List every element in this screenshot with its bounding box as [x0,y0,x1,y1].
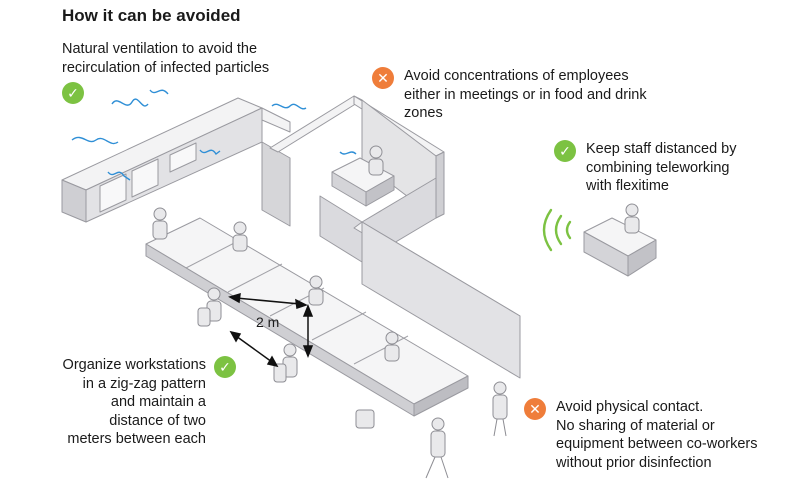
window [131,158,159,198]
note-line: combining teleworking [586,159,730,176]
meeting-table-side [365,175,395,207]
person-icon [368,145,384,176]
note-line: meters between each [67,431,206,447]
note-line: zones [404,105,443,121]
note-line: distance of two [109,412,206,429]
side-wall [261,141,291,227]
note-telework: Keep staff distanced by combining telewo… [586,140,736,196]
person-icon [232,221,248,252]
air-flow-icon [71,89,357,181]
note-line: Avoid concentrations of employees [404,68,629,84]
side-wall-top [261,107,291,133]
check-icon: ✓ [214,356,236,378]
person-icon [624,203,640,234]
note-ventilation: Natural ventilation to avoid the recircu… [62,40,269,77]
distance-label: 2 m [256,314,280,330]
note-line: Organize workstations [62,357,206,373]
long-desk-side [413,375,469,417]
note-contact: Avoid physical contact. No sharing of ma… [556,398,758,472]
wifi-signal-icon [542,208,572,252]
person-icon [425,417,449,479]
window [99,173,127,213]
note-zigzag: Organize workstations in a zig-zag patte… [62,356,206,449]
chair-icon [197,307,211,327]
meeting-room-right-wall [435,151,445,219]
cross-icon: ✕ [372,67,394,89]
chair-icon [273,363,287,383]
note-line: Natural ventilation to avoid the [62,41,258,57]
note-line: recirculation of infected particles [62,59,270,76]
desk-seam [227,263,283,293]
person-icon [492,381,508,437]
note-concentrations: Avoid concentrations of employees either… [404,67,647,123]
note-line: No sharing of material or [556,417,715,434]
desk-seam [311,311,367,341]
window [169,142,197,173]
desk-seam [185,239,241,269]
check-icon: ✓ [554,140,576,162]
person-icon [152,207,168,240]
note-line: and maintain a [110,394,206,410]
distance-arrows [228,292,314,368]
person-icon [308,275,324,306]
note-line: equipment between co-workers [556,436,758,452]
note-line: in a zig-zag pattern [82,375,206,392]
note-line: Avoid physical contact. [556,399,704,415]
note-line: Keep staff distanced by [586,141,737,157]
remote-desk-side [627,239,657,277]
check-icon: ✓ [62,82,84,104]
page-title: How it can be avoided [62,6,241,25]
note-line: either in meetings or in food and drink [404,86,647,103]
note-line: without prior disinfection [556,454,712,471]
note-line: with flexitime [586,178,669,194]
chair-icon [355,409,375,429]
partition-wall [361,221,521,379]
cross-icon: ✕ [524,398,546,420]
desk-seam [353,335,409,365]
person-icon [384,331,400,362]
